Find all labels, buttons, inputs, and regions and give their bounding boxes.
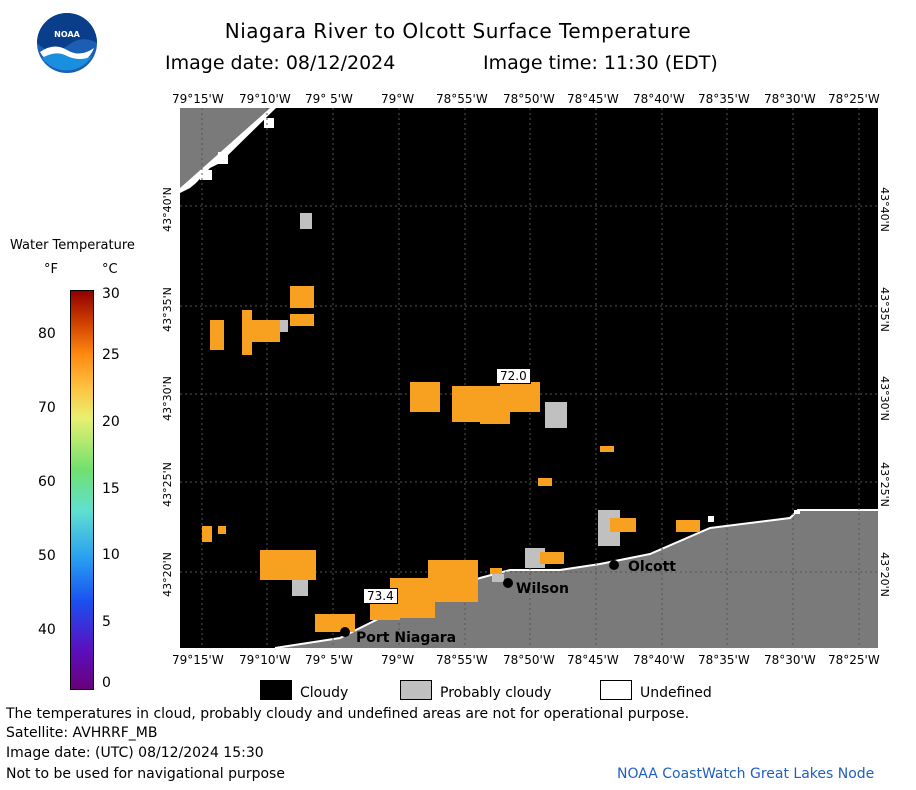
lon-tick: 78°55'W	[436, 92, 488, 106]
undefined-strip	[264, 118, 274, 128]
probably-cloudy-swatch	[400, 680, 432, 700]
image-time: Image time: 11:30 (EDT)	[483, 52, 718, 74]
lon-tick: 79° 5'W	[305, 92, 353, 106]
cloudy-swatch	[260, 680, 292, 700]
lon-tick: 79°15'W	[172, 653, 224, 667]
lat-tick: 43°25'N	[160, 462, 174, 507]
lat-tick: 43°30'N	[877, 376, 891, 421]
lon-tick: 79° 5'W	[305, 653, 353, 667]
olcott-marker	[609, 560, 619, 570]
colorbar-unit-c: °C	[102, 262, 118, 277]
lon-tick: 79°10'W	[239, 92, 291, 106]
undefined-swatch	[600, 680, 632, 700]
lon-tick: 78°30'W	[764, 653, 816, 667]
c-tick: 20	[102, 414, 120, 430]
lon-tick: 78°25'W	[828, 92, 880, 106]
f-tick: 60	[38, 474, 56, 490]
lat-tick: 43°35'N	[877, 287, 891, 332]
c-tick: 30	[102, 286, 120, 302]
wilson-label: Wilson	[516, 581, 569, 597]
c-tick: 5	[102, 614, 111, 630]
undefined-label: Undefined	[640, 685, 712, 701]
footer-navigation-note: Not to be used for navigational purpose	[6, 766, 285, 782]
lon-tick: 78°25'W	[828, 653, 880, 667]
lon-tick: 78°35'W	[698, 653, 750, 667]
lon-tick: 78°45'W	[567, 653, 619, 667]
lon-tick: 79°W	[381, 653, 415, 667]
undefined-strip	[218, 152, 228, 164]
lon-tick: 78°30'W	[764, 92, 816, 106]
lon-tick: 78°40'W	[633, 92, 685, 106]
colorbar	[70, 290, 94, 690]
lon-tick: 78°55'W	[436, 653, 488, 667]
lon-tick: 78°50'W	[503, 92, 555, 106]
f-tick: 40	[38, 622, 56, 638]
lon-tick: 79°W	[381, 92, 415, 106]
lat-tick: 43°20'N	[160, 552, 174, 597]
lat-tick: 43°40'N	[877, 187, 891, 232]
probably-cloudy-label: Probably cloudy	[440, 685, 552, 701]
lat-tick: 43°40'N	[160, 187, 174, 232]
footer-disclaimer: The temperatures in cloud, probably clou…	[6, 706, 690, 722]
footer-credit: NOAA CoastWatch Great Lakes Node	[617, 766, 875, 782]
undefined-strip	[200, 170, 212, 180]
lat-tick: 43°35'N	[160, 287, 174, 332]
value-label: 73.4	[363, 588, 398, 604]
f-tick: 80	[38, 326, 56, 342]
f-tick: 70	[38, 400, 56, 416]
colorbar-title: Water Temperature	[10, 238, 135, 253]
colorbar-unit-f: °F	[44, 262, 58, 277]
port-niagara-marker	[340, 627, 350, 637]
logo-text: NOAA	[54, 30, 80, 39]
c-tick: 10	[102, 547, 120, 563]
c-tick: 0	[102, 675, 111, 691]
wilson-marker	[503, 578, 513, 588]
lon-tick: 78°40'W	[633, 653, 685, 667]
lon-tick: 78°45'W	[567, 92, 619, 106]
lon-tick: 79°15'W	[172, 92, 224, 106]
c-tick: 25	[102, 347, 120, 363]
port-niagara-label: Port Niagara	[356, 630, 457, 646]
temperature-map	[180, 108, 878, 648]
lat-tick: 43°25'N	[877, 462, 891, 507]
cloudy-label: Cloudy	[300, 685, 349, 701]
image-date: Image date: 08/12/2024	[165, 52, 396, 74]
lat-tick: 43°30'N	[160, 376, 174, 421]
f-tick: 50	[38, 548, 56, 564]
lon-tick: 79°10'W	[239, 653, 291, 667]
noaa-logo: NOAA	[36, 12, 98, 74]
footer-satellite: Satellite: AVHRRF_MB	[6, 725, 158, 741]
lat-tick: 43°20'N	[877, 552, 891, 597]
olcott-label: Olcott	[628, 559, 677, 575]
lon-tick: 78°50'W	[503, 653, 555, 667]
value-label: 72.0	[496, 368, 531, 384]
footer-image-date: Image date: (UTC) 08/12/2024 15:30	[6, 745, 264, 761]
map-title: Niagara River to Olcott Surface Temperat…	[224, 19, 692, 43]
lon-tick: 78°35'W	[698, 92, 750, 106]
c-tick: 15	[102, 481, 120, 497]
